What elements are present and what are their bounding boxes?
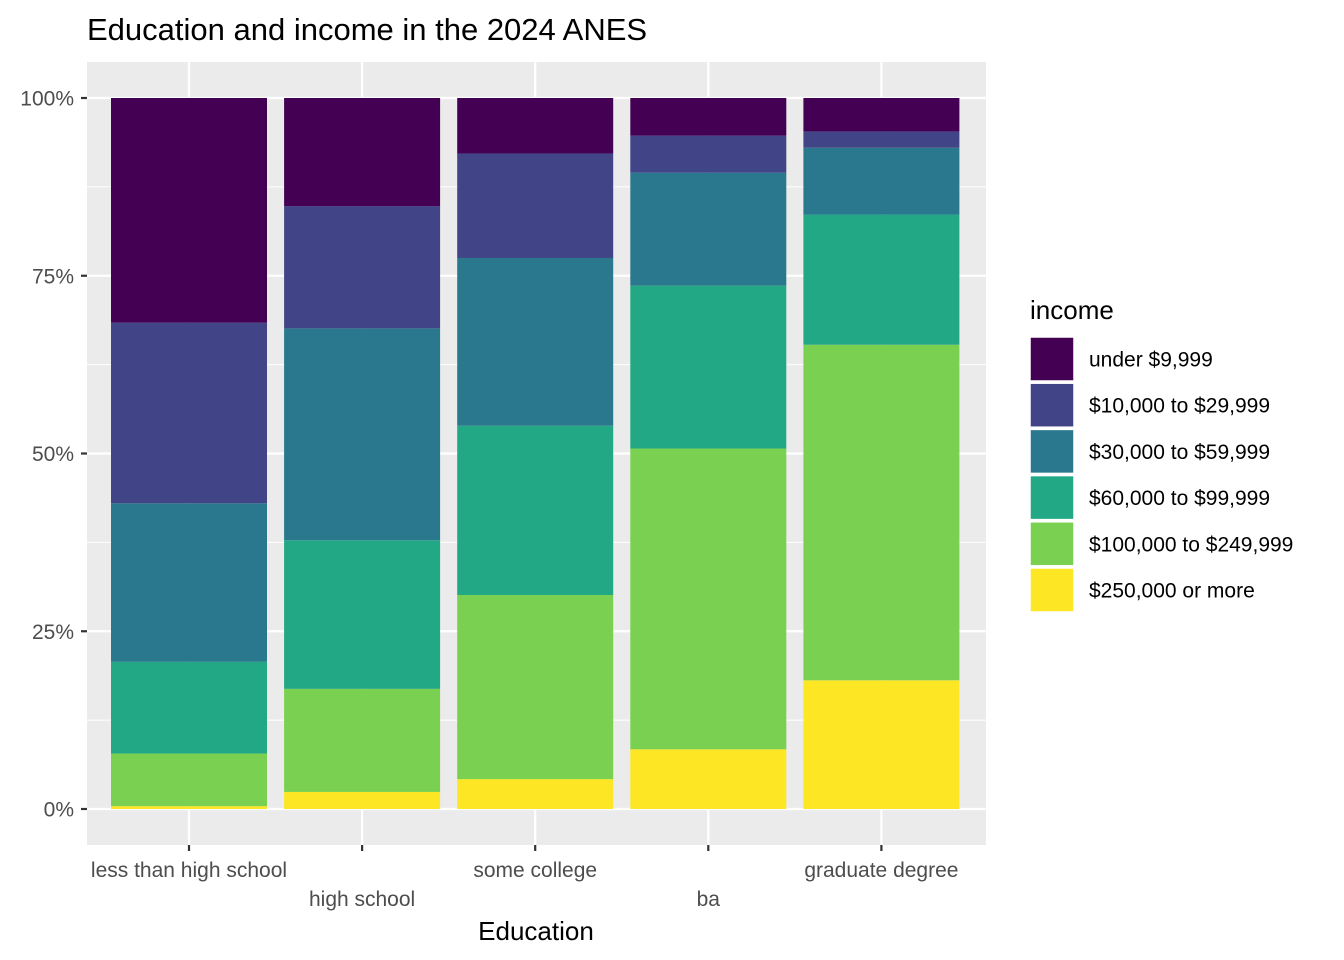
bar-segment xyxy=(457,425,614,595)
bar-segment xyxy=(803,131,960,148)
y-tick-label: 100% xyxy=(20,88,74,111)
x-tick-label: high school xyxy=(309,888,415,911)
x-axis-title: Education xyxy=(478,916,594,946)
y-tick-label: 50% xyxy=(32,443,74,466)
bar-segment xyxy=(457,257,614,426)
bar-segment xyxy=(284,791,441,809)
legend-label: $30,000 to $59,999 xyxy=(1089,441,1270,464)
legend: income under $9,999 $10,000 to $29,999 $30… xyxy=(1029,295,1293,613)
legend-key xyxy=(1029,474,1075,521)
bar-segment xyxy=(111,503,267,662)
chart-title: Education and income in the 2024 ANES xyxy=(87,12,647,47)
bar-stack xyxy=(284,98,441,809)
bar-stack xyxy=(111,98,267,809)
x-axis: less than high school high school some col… xyxy=(91,845,958,911)
y-tick-label: 25% xyxy=(32,621,74,644)
x-tick-label: less than high school xyxy=(91,859,287,882)
legend-item: $30,000 to $59,999 xyxy=(1029,428,1270,475)
legend-label: under $9,999 xyxy=(1089,349,1213,372)
bar-segment xyxy=(284,688,441,792)
bar-segment xyxy=(803,98,960,132)
bar-segment xyxy=(284,98,441,207)
bar-segment xyxy=(457,98,614,154)
bar-segment xyxy=(111,322,267,504)
y-tick-label: 0% xyxy=(44,799,74,822)
legend-item: $60,000 to $99,999 xyxy=(1029,474,1270,521)
y-tick-label: 75% xyxy=(32,265,74,288)
legend-label: $60,000 to $99,999 xyxy=(1089,487,1270,510)
bar-segment xyxy=(111,661,267,754)
bar-segment xyxy=(630,172,787,286)
bars xyxy=(111,98,960,809)
bar-segment xyxy=(803,680,960,809)
bar-segment xyxy=(111,806,267,809)
x-tick-label: some college xyxy=(473,859,597,882)
bar-stack xyxy=(457,98,614,809)
legend-item: $250,000 or more xyxy=(1029,567,1255,613)
bar-segment xyxy=(803,344,960,681)
bar-segment xyxy=(630,749,787,809)
bar-segment xyxy=(284,540,441,689)
bar-segment xyxy=(630,448,787,750)
legend-title: income xyxy=(1030,295,1114,325)
bar-segment xyxy=(630,285,787,449)
bar-stack xyxy=(803,98,960,809)
bar-segment xyxy=(457,594,614,780)
bar-segment xyxy=(111,753,267,807)
bar-segment xyxy=(803,147,960,215)
legend-key xyxy=(1029,382,1075,428)
legend-item: under $9,999 xyxy=(1029,336,1213,382)
legend-label: $250,000 or more xyxy=(1089,580,1255,603)
bar-segment xyxy=(803,214,960,345)
bar-segment xyxy=(630,98,787,136)
legend-key xyxy=(1029,336,1075,382)
legend-label: $100,000 to $249,999 xyxy=(1089,533,1293,556)
legend-key xyxy=(1029,521,1075,567)
bar-segment xyxy=(457,779,614,809)
bar-segment xyxy=(630,135,787,173)
bar-segment xyxy=(457,153,614,258)
legend-key xyxy=(1029,428,1075,475)
legend-key xyxy=(1029,567,1075,613)
bar-segment xyxy=(111,98,267,323)
x-tick-label: ba xyxy=(697,888,721,911)
legend-label: $10,000 to $29,999 xyxy=(1089,395,1270,418)
bar-stack xyxy=(630,98,787,809)
x-tick-label: graduate degree xyxy=(804,859,958,882)
bar-segment xyxy=(284,328,441,541)
y-axis: 0% 25% 50% 75% 100% xyxy=(20,88,87,822)
legend-item: $10,000 to $29,999 xyxy=(1029,382,1270,428)
legend-item: $100,000 to $249,999 xyxy=(1029,521,1293,567)
bar-segment xyxy=(284,206,441,329)
